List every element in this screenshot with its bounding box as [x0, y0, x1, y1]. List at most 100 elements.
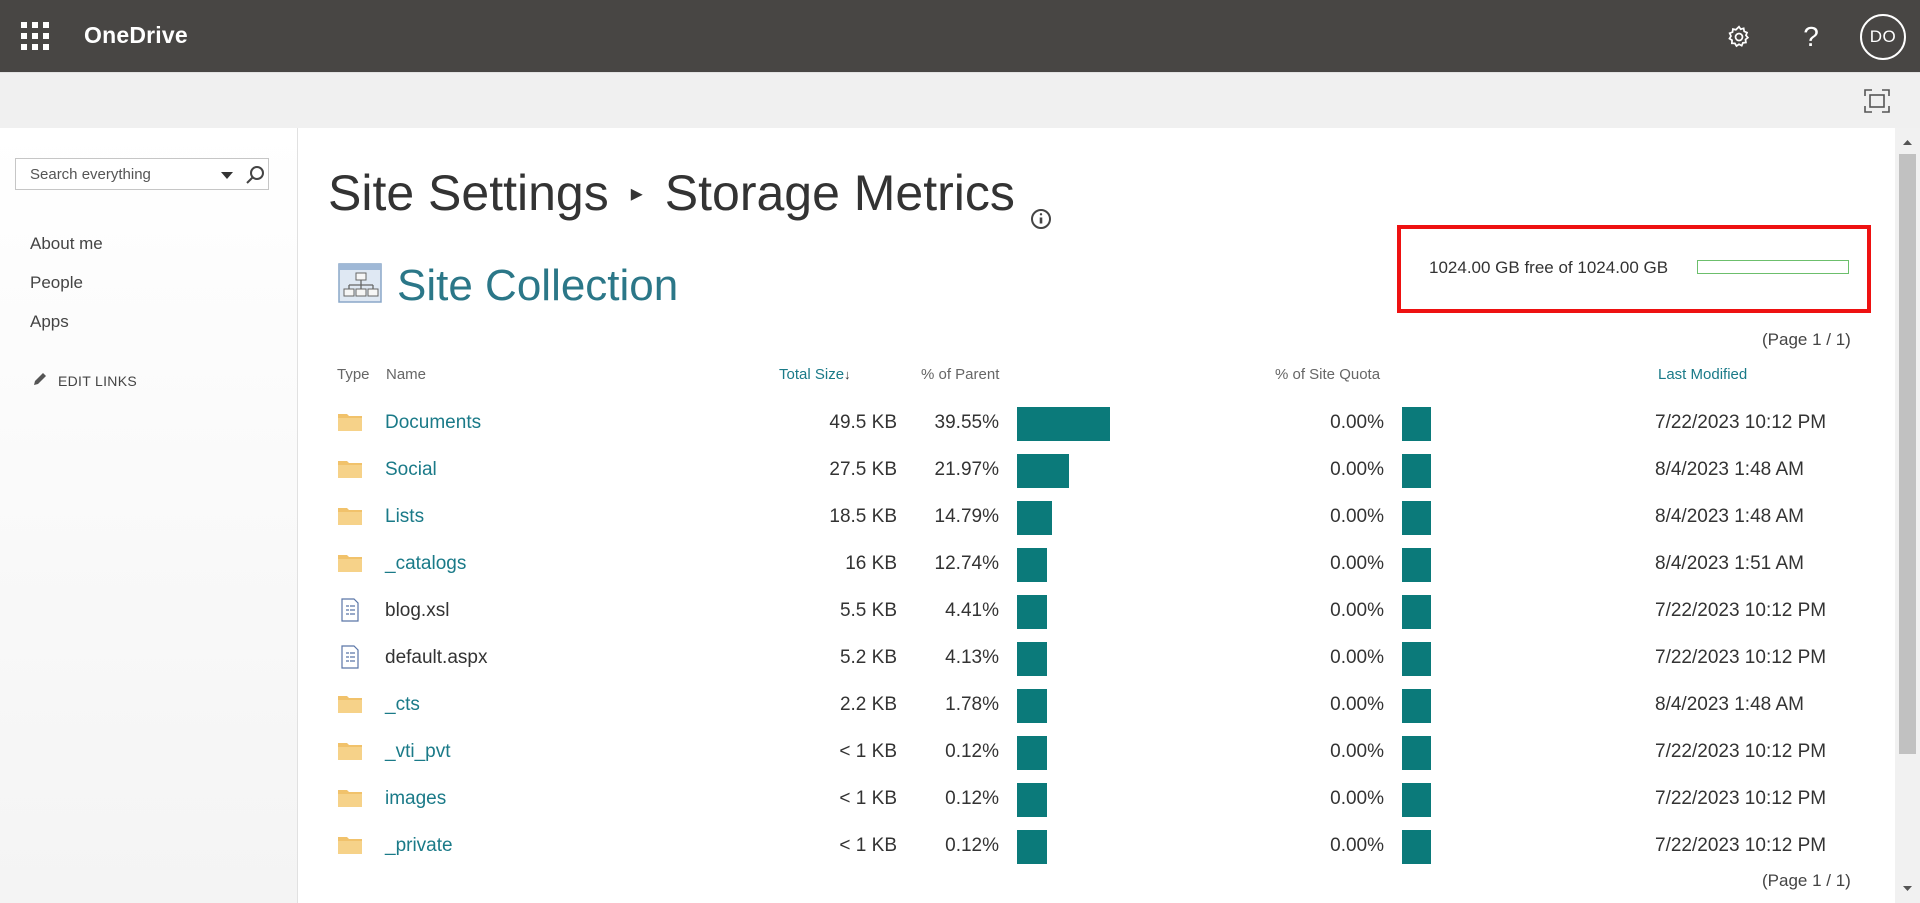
- folder-icon: [337, 457, 363, 479]
- percent-quota-bar: [1402, 689, 1431, 723]
- column-header-name: Name: [386, 366, 427, 383]
- table-row: blog.xsl 5.5 KB 4.41% 0.00% 7/22/2023 10:12 …: [337, 588, 1873, 635]
- folder-icon: [337, 692, 363, 714]
- site-collection-icon: [337, 260, 385, 311]
- suite-bar: OneDrive ? DO: [0, 0, 1920, 72]
- search-input[interactable]: [16, 159, 196, 189]
- percent-parent-bar: [1017, 642, 1047, 676]
- section-title-text: Site Collection: [397, 260, 679, 310]
- folder-link[interactable]: _cts: [385, 694, 420, 715]
- help-icon[interactable]: ?: [1803, 21, 1819, 52]
- quota-highlight-box: [1397, 225, 1871, 313]
- breadcrumb-site-settings[interactable]: Site Settings: [328, 165, 609, 221]
- folder-icon: [337, 504, 363, 526]
- total-size-cell: < 1 KB: [839, 788, 897, 809]
- total-size-cell: 27.5 KB: [829, 459, 897, 480]
- folder-link[interactable]: _private: [385, 835, 453, 856]
- avatar[interactable]: DO: [1860, 14, 1906, 60]
- percent-parent-bar: [1017, 407, 1110, 441]
- folder-icon: [337, 410, 363, 432]
- total-size-cell: 18.5 KB: [829, 506, 897, 527]
- percent-quota-cell: 0.00%: [1330, 694, 1384, 715]
- percent-quota-cell: 0.00%: [1330, 553, 1384, 574]
- nav-link-about-me[interactable]: About me: [30, 234, 103, 253]
- search-scope-dropdown-icon[interactable]: [218, 166, 236, 184]
- vertical-scrollbar[interactable]: [1895, 128, 1920, 903]
- app-launcher-icon[interactable]: [14, 15, 56, 57]
- info-icon[interactable]: [1029, 185, 1053, 229]
- percent-quota-cell: 0.00%: [1330, 741, 1384, 762]
- percent-quota-cell: 0.00%: [1330, 412, 1384, 433]
- percent-parent-bar: [1017, 736, 1047, 770]
- last-modified-cell: 8/4/2023 1:48 AM: [1655, 694, 1804, 715]
- folder-link[interactable]: Social: [385, 459, 437, 480]
- table-row: Lists 18.5 KB 14.79% 0.00% 8/4/2023 1:48 AM: [337, 494, 1873, 541]
- total-size-cell: < 1 KB: [839, 741, 897, 762]
- file-name: default.aspx: [385, 647, 488, 668]
- percent-quota-bar: [1402, 783, 1431, 817]
- percent-quota-cell: 0.00%: [1330, 600, 1384, 621]
- app-title[interactable]: OneDrive: [84, 22, 188, 48]
- file-name: blog.xsl: [385, 600, 450, 621]
- pager-top: (Page 1 / 1): [1762, 330, 1851, 349]
- page-title-text: Storage Metrics: [664, 165, 1015, 221]
- last-modified-cell: 8/4/2023 1:48 AM: [1655, 506, 1804, 527]
- quota-text: 1024.00 GB free of 1024.00 GB: [1429, 258, 1669, 277]
- last-modified-cell: 7/22/2023 10:12 PM: [1655, 412, 1827, 433]
- focus-mode-icon[interactable]: [1864, 89, 1890, 113]
- column-header-type: Type: [337, 366, 370, 383]
- folder-link[interactable]: _vti_pvt: [385, 741, 451, 762]
- percent-parent-cell: 4.13%: [945, 647, 999, 668]
- percent-parent-bar: [1017, 548, 1047, 582]
- document-icon: [337, 598, 363, 622]
- last-modified-cell: 7/22/2023 10:12 PM: [1655, 788, 1827, 809]
- percent-parent-bar: [1017, 501, 1052, 535]
- last-modified-cell: 8/4/2023 1:48 AM: [1655, 459, 1804, 480]
- percent-parent-bar: [1017, 830, 1047, 864]
- percent-quota-bar: [1402, 548, 1431, 582]
- total-size-cell: 49.5 KB: [829, 412, 897, 433]
- edit-links-button[interactable]: EDIT LINKS: [32, 371, 137, 390]
- percent-quota-bar: [1402, 407, 1431, 441]
- folder-link[interactable]: Documents: [385, 412, 482, 433]
- gear-icon[interactable]: [1718, 16, 1760, 58]
- folder-link[interactable]: Lists: [385, 506, 425, 527]
- percent-quota-bar: [1402, 501, 1431, 535]
- percent-quota-cell: 0.00%: [1330, 506, 1384, 527]
- folder-link[interactable]: _catalogs: [385, 553, 467, 574]
- scroll-up-arrow-icon[interactable]: [1895, 132, 1920, 152]
- total-size-label: Total Size: [779, 366, 845, 383]
- document-icon: [337, 645, 363, 669]
- command-bar: [0, 72, 1920, 128]
- table-row: _vti_pvt < 1 KB 0.12% 0.00% 7/22/2023 10:12 …: [337, 729, 1873, 776]
- total-size-cell: 16 KB: [845, 553, 897, 574]
- nav-link-apps[interactable]: Apps: [30, 312, 69, 331]
- percent-quota-bar: [1402, 642, 1431, 676]
- page-title: Site Settings ▸ Storage Metrics: [328, 164, 1053, 229]
- table-row: images < 1 KB 0.12% 0.00% 7/22/2023 10:12 PM: [337, 776, 1873, 823]
- nav-link-people[interactable]: People: [30, 273, 83, 292]
- table-row: _catalogs 16 KB 12.74% 0.00% 8/4/2023 1:51 A…: [337, 541, 1873, 588]
- total-size-cell: 5.2 KB: [839, 647, 897, 668]
- column-header-percent-quota: % of Site Quota: [1275, 366, 1381, 383]
- scroll-down-arrow-icon[interactable]: [1895, 879, 1920, 899]
- percent-parent-cell: 0.12%: [945, 741, 999, 762]
- folder-link[interactable]: images: [385, 788, 447, 809]
- table-row: Documents 49.5 KB 39.55% 0.00% 7/22/2023 10:…: [337, 400, 1873, 447]
- scroll-thumb[interactable]: [1899, 154, 1916, 754]
- breadcrumb-separator: ▸: [630, 179, 643, 207]
- percent-quota-bar: [1402, 830, 1431, 864]
- quota-progress-bar: [1697, 260, 1849, 274]
- column-header-last-modified[interactable]: Last Modified: [1658, 366, 1748, 383]
- folder-icon: [337, 739, 363, 761]
- folder-icon: [337, 551, 363, 573]
- folder-icon: [337, 786, 363, 808]
- last-modified-cell: 7/22/2023 10:12 PM: [1655, 835, 1827, 856]
- percent-parent-cell: 14.79%: [934, 506, 999, 527]
- percent-parent-cell: 0.12%: [945, 788, 999, 809]
- column-header-total-size[interactable]: Total Size↓: [779, 366, 851, 383]
- percent-quota-cell: 0.00%: [1330, 788, 1384, 809]
- percent-quota-bar: [1402, 736, 1431, 770]
- percent-parent-bar: [1017, 454, 1069, 488]
- search-icon[interactable]: [244, 164, 266, 186]
